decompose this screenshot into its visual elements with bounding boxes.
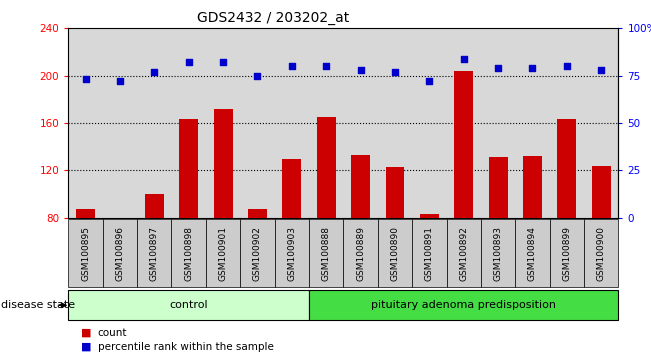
- Text: GSM100891: GSM100891: [425, 225, 434, 281]
- Text: percentile rank within the sample: percentile rank within the sample: [98, 342, 273, 352]
- Point: [286, 63, 297, 69]
- Bar: [557, 119, 576, 218]
- Text: ■: ■: [81, 342, 92, 352]
- Bar: [420, 214, 439, 218]
- Point: [218, 59, 229, 65]
- Point: [115, 79, 125, 84]
- Point: [458, 56, 469, 62]
- Text: GSM100899: GSM100899: [562, 225, 572, 281]
- Text: GSM100896: GSM100896: [115, 225, 124, 281]
- Text: GDS2432 / 203202_at: GDS2432 / 203202_at: [197, 11, 350, 25]
- Point: [527, 65, 538, 71]
- Point: [390, 69, 400, 75]
- Text: control: control: [169, 300, 208, 310]
- Text: GSM100892: GSM100892: [459, 225, 468, 281]
- Bar: [283, 159, 301, 218]
- Text: GSM100898: GSM100898: [184, 225, 193, 281]
- Bar: [385, 167, 404, 218]
- Text: GSM100889: GSM100889: [356, 225, 365, 281]
- Text: GSM100897: GSM100897: [150, 225, 159, 281]
- Text: GSM100901: GSM100901: [219, 225, 228, 281]
- Point: [493, 65, 503, 71]
- Point: [80, 76, 90, 82]
- Bar: [523, 156, 542, 218]
- Point: [184, 59, 194, 65]
- Bar: [179, 119, 198, 218]
- Bar: [351, 155, 370, 218]
- Text: GSM100902: GSM100902: [253, 225, 262, 281]
- Point: [424, 79, 435, 84]
- Bar: [76, 210, 95, 218]
- Point: [562, 63, 572, 69]
- Bar: [489, 157, 508, 218]
- Text: GSM100903: GSM100903: [287, 225, 296, 281]
- Text: GSM100890: GSM100890: [391, 225, 400, 281]
- Point: [596, 67, 607, 73]
- Text: GSM100895: GSM100895: [81, 225, 90, 281]
- Bar: [454, 71, 473, 218]
- Text: count: count: [98, 328, 127, 338]
- Bar: [145, 194, 164, 218]
- Text: GSM100893: GSM100893: [493, 225, 503, 281]
- Text: GSM100900: GSM100900: [597, 225, 606, 281]
- Text: pituitary adenoma predisposition: pituitary adenoma predisposition: [371, 300, 556, 310]
- Text: GSM100888: GSM100888: [322, 225, 331, 281]
- Text: disease state: disease state: [1, 300, 75, 310]
- Bar: [214, 109, 232, 218]
- Point: [252, 73, 262, 79]
- Bar: [592, 166, 611, 218]
- Text: ■: ■: [81, 328, 92, 338]
- Point: [355, 67, 366, 73]
- Point: [149, 69, 159, 75]
- Bar: [317, 117, 336, 218]
- Point: [321, 63, 331, 69]
- Bar: [248, 210, 267, 218]
- Text: GSM100894: GSM100894: [528, 225, 537, 281]
